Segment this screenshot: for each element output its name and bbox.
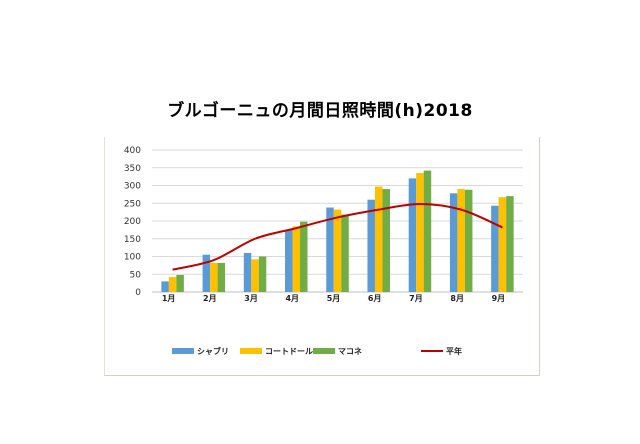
bar-1	[285, 229, 293, 292]
y-tick-label: 400	[124, 146, 141, 156]
bar-1	[367, 199, 375, 292]
bar-2	[374, 186, 383, 292]
legend-label: 平年	[446, 346, 462, 356]
bar-2	[168, 277, 177, 292]
line-series-average	[172, 202, 503, 271]
x-tick-label: 9月	[492, 294, 506, 303]
legend-label: コートドール	[265, 347, 313, 356]
bar-3	[176, 274, 184, 292]
legend-label: マコネ	[338, 346, 362, 356]
bar-2	[292, 226, 301, 292]
y-tick-label: 250	[124, 199, 141, 209]
x-tick-label: 7月	[409, 294, 423, 303]
bar-2	[498, 197, 507, 292]
x-tick-label: 5月	[327, 294, 341, 303]
legend-label: シャブリ	[197, 346, 229, 356]
bar-1	[202, 254, 211, 292]
legend-swatch	[172, 348, 194, 354]
x-tick-label: 4月	[285, 294, 299, 303]
bar-1	[491, 205, 499, 292]
x-tick-label: 3月	[244, 294, 258, 303]
bar-2	[457, 189, 465, 292]
bar-1	[449, 193, 458, 292]
x-tick-label: 1月	[162, 294, 176, 303]
bar-1	[408, 178, 417, 292]
bar-2	[251, 259, 259, 292]
bar-1	[161, 281, 169, 292]
chart-frame	[104, 137, 540, 376]
legend-swatch	[240, 348, 262, 354]
bar-1	[326, 207, 334, 292]
bar-3	[423, 170, 432, 292]
y-tick-label: 100	[124, 253, 141, 263]
y-tick-label: 150	[124, 235, 141, 245]
x-tick-label: 8月	[450, 294, 464, 303]
y-tick-label: 50	[130, 270, 142, 280]
x-tick-label: 2月	[203, 294, 217, 303]
y-tick-label: 350	[124, 164, 141, 174]
bar-3	[506, 196, 514, 292]
bar-3	[341, 214, 349, 292]
x-tick-label: 6月	[368, 294, 382, 303]
y-tick-label: 200	[124, 217, 141, 227]
bar-2	[333, 209, 342, 292]
y-tick-label: 0	[135, 288, 141, 298]
bar-3	[217, 262, 226, 292]
chart-title: ブルゴーニュの月間日照時間(h)2018	[167, 101, 473, 121]
bar-3	[300, 221, 308, 292]
bar-2	[210, 262, 218, 292]
bar-3	[258, 256, 267, 292]
bar-3	[464, 189, 473, 292]
bar-2	[416, 173, 424, 292]
y-tick-label: 300	[124, 182, 141, 192]
bar-1	[243, 252, 252, 292]
legend-swatch	[313, 348, 335, 354]
bar-3	[382, 189, 390, 292]
